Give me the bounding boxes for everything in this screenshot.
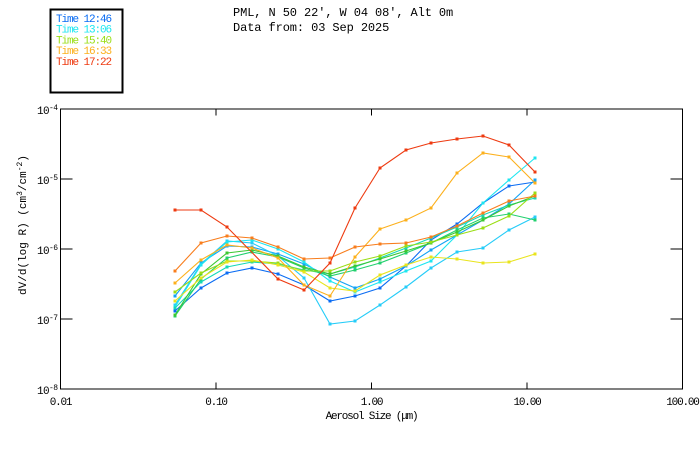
svg-text:10-7: 10-7 xyxy=(37,314,58,328)
svg-text:dV/d(log R) (cm3/cm-2): dV/d(log R) (cm3/cm-2) xyxy=(16,155,30,295)
svg-text:0.01: 0.01 xyxy=(50,397,73,409)
svg-text:Time 17:22: Time 17:22 xyxy=(56,57,112,69)
svg-text:100.00: 100.00 xyxy=(666,397,699,409)
svg-text:10.00: 10.00 xyxy=(513,397,541,409)
svg-text:10-8: 10-8 xyxy=(37,384,58,398)
svg-text:Time 16:33: Time 16:33 xyxy=(56,46,112,58)
svg-text:10-4: 10-4 xyxy=(37,104,58,118)
svg-text:10-6: 10-6 xyxy=(37,244,58,258)
svg-text:Aerosol Size (μm): Aerosol Size (μm) xyxy=(326,411,418,423)
svg-text:10-5: 10-5 xyxy=(37,174,58,188)
svg-text:Time 12:46: Time 12:46 xyxy=(56,14,112,26)
svg-text:PML, N 50 22', W 04 08', Alt 0: PML, N 50 22', W 04 08', Alt 0m xyxy=(233,6,453,20)
svg-text:0.10: 0.10 xyxy=(205,397,227,409)
svg-text:Time 13:06: Time 13:06 xyxy=(56,25,112,37)
svg-text:Time 15:40: Time 15:40 xyxy=(56,35,112,47)
svg-text:Data from: 03 Sep 2025: Data from: 03 Sep 2025 xyxy=(233,21,389,35)
svg-text:1.00: 1.00 xyxy=(361,397,383,409)
